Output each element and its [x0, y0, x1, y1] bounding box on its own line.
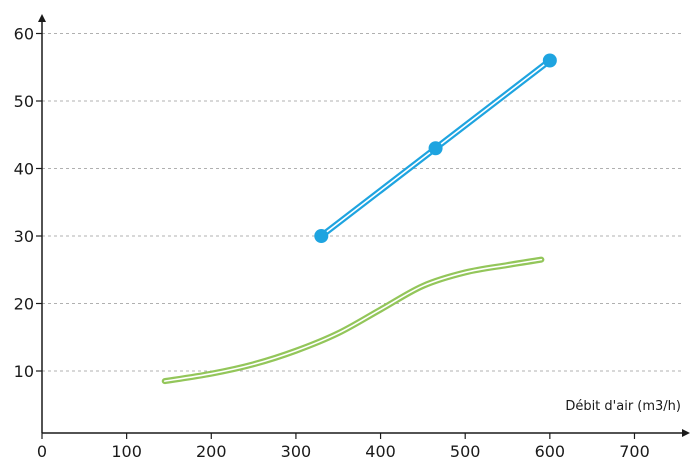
x-tick-label: 600 — [535, 442, 566, 461]
y-tick-label: 20 — [14, 295, 34, 314]
series-line-center-2 — [163, 258, 543, 382]
y-tick-label: 60 — [14, 25, 34, 44]
y-tick-label: 30 — [14, 227, 34, 246]
x-tick-label: 300 — [281, 442, 312, 461]
x-tick-label: 400 — [365, 442, 396, 461]
series-line-2 — [161, 256, 545, 385]
data-series — [161, 53, 557, 385]
y-tick-label: 50 — [14, 92, 34, 111]
x-axis-arrow — [682, 429, 690, 437]
x-tick-label: 200 — [196, 442, 227, 461]
data-point — [428, 141, 443, 156]
x-tick-label: 700 — [619, 442, 650, 461]
axes — [36, 14, 690, 439]
grid-lines — [42, 33, 682, 372]
x-tick-label: 500 — [450, 442, 481, 461]
x-tick-label: 100 — [111, 442, 142, 461]
data-point — [542, 53, 557, 68]
x-tick-label: 0 — [37, 442, 47, 461]
y-tick-label: 10 — [14, 362, 34, 381]
y-axis-arrow — [38, 14, 46, 22]
y-tick-label: 40 — [14, 160, 34, 179]
data-point — [314, 229, 329, 243]
x-axis-title: Débit d'air (m3/h) — [565, 399, 681, 414]
